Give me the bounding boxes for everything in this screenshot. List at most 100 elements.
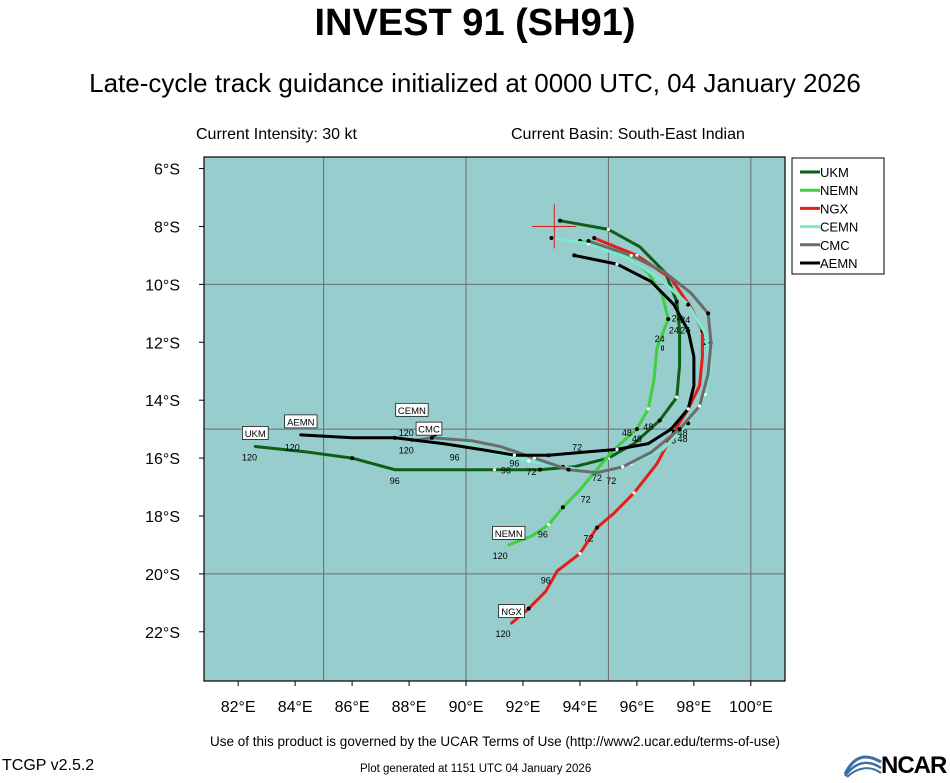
model-end-label-nemn: NEMN: [495, 529, 523, 540]
track-time-marker: [686, 407, 690, 411]
island-outline: [660, 345, 665, 351]
end-label-box: [415, 421, 443, 436]
current-basin: Current Basin: South-East Indian: [511, 126, 745, 143]
forecast-hour-label: 120: [242, 453, 257, 463]
track-point: [558, 218, 563, 223]
forecast-hour-label: 24: [672, 314, 682, 324]
track-time-marker: [532, 456, 536, 460]
lat-tick-label: 16°S: [145, 451, 180, 468]
forecast-hour-label: 96: [509, 458, 519, 468]
track-time-marker: [632, 491, 636, 495]
lon-tick-label: 98°E: [676, 699, 711, 716]
forecast-hour-label: 48: [677, 434, 687, 444]
forecast-hour-label: 120: [496, 629, 511, 639]
lat-tick-label: 10°S: [145, 277, 180, 294]
legend-label-ukm: UKM: [820, 165, 849, 180]
forecast-hour-label: 72: [592, 473, 602, 483]
ncar-logo: NCAR: [843, 750, 947, 779]
lat-tick-label: 22°S: [145, 625, 180, 642]
track-time-marker: [621, 465, 625, 469]
forecast-hour-label: 24: [680, 315, 690, 325]
legend-label-aemn: AEMN: [820, 256, 858, 271]
track-time-marker: [606, 227, 611, 231]
track-point: [526, 606, 531, 611]
current-intensity: Current Intensity: 30 kt: [196, 126, 357, 143]
track-time-marker: [547, 523, 551, 527]
track-point: [572, 253, 577, 258]
chart-title: INVEST 91 (SH91): [314, 2, 636, 44]
forecast-hour-label: 72: [583, 534, 593, 544]
version-label: TCGP v2.5.2: [2, 757, 95, 774]
track-time-marker: [615, 447, 619, 451]
track-point: [674, 299, 679, 304]
forecast-hour-label: 24: [680, 325, 690, 335]
legend-label-nemn: NEMN: [820, 183, 858, 198]
lat-tick-label: 18°S: [145, 509, 180, 526]
track-point: [634, 427, 639, 432]
track-aemn: [299, 253, 696, 457]
lon-tick-label: 96°E: [619, 699, 654, 716]
forecast-hour-label: 72: [581, 495, 591, 505]
track-time-marker: [512, 453, 517, 457]
track-point: [586, 238, 591, 243]
track-point: [350, 456, 355, 461]
forecast-hour-label: 72: [606, 476, 616, 486]
end-label-box: [395, 402, 429, 417]
end-label-box: [284, 414, 318, 429]
lon-tick-label: 88°E: [392, 699, 427, 716]
lat-tick-label: 12°S: [145, 335, 180, 352]
track-time-marker: [615, 262, 619, 266]
legend-label-ngx: NGX: [820, 201, 849, 216]
track-time-marker: [675, 395, 679, 399]
lon-tick-label: 90°E: [449, 699, 484, 716]
model-end-label-ngx: NGX: [501, 607, 522, 618]
model-end-label-cmc: CMC: [418, 425, 440, 436]
track-point: [538, 467, 543, 472]
forecast-hour-label: 24: [669, 325, 679, 335]
forecast-hour-label: 120: [285, 443, 300, 453]
forecast-hour-label: 48: [622, 428, 632, 438]
track-cmc: [410, 239, 713, 475]
legend-label-cmc: CMC: [820, 238, 850, 253]
track-point: [666, 317, 671, 322]
forecast-hour-label: 72: [572, 443, 582, 453]
forecast-hour-label: 96: [501, 466, 511, 476]
track-point: [686, 302, 691, 307]
track-time-marker: [578, 552, 582, 556]
forecast-hour-label: 48: [677, 428, 687, 438]
track-time-marker: [629, 253, 633, 258]
model-end-label-cemn: CEMN: [398, 406, 426, 417]
forecast-hour-label: 120: [399, 428, 414, 438]
track-point: [669, 427, 674, 432]
chart-subtitle: Late-cycle track guidance initialized at…: [89, 68, 861, 98]
lon-tick-label: 82°E: [221, 699, 256, 716]
track-point: [657, 418, 662, 423]
lat-tick-label: 8°S: [154, 219, 180, 236]
lat-tick-label: 14°S: [145, 393, 180, 410]
model-end-label-aemn: AEMN: [287, 417, 315, 428]
forecast-hour-label: 120: [493, 551, 508, 561]
track-time-marker: [697, 404, 702, 408]
track-time-marker: [527, 459, 531, 463]
legend-box: [791, 157, 885, 275]
track-time-marker: [586, 242, 591, 246]
track-time-marker: [646, 407, 650, 411]
lat-tick-label: 6°S: [154, 162, 180, 179]
map-frame: [203, 156, 786, 682]
forecast-hour-label: 96: [390, 476, 400, 486]
lat-tick-label: 20°S: [145, 567, 180, 584]
forecast-hour-label: 48: [632, 434, 642, 444]
track-point: [546, 453, 551, 458]
track-point: [706, 311, 711, 316]
forecast-hour-label: 24: [655, 334, 665, 344]
end-label-box: [242, 426, 269, 440]
track-point: [549, 236, 554, 241]
generated-timestamp: Plot generated at 1151 UTC 04 January 20…: [360, 763, 592, 775]
track-point: [560, 505, 565, 510]
end-label-box: [498, 604, 525, 618]
forecast-hour-label: 96: [541, 576, 551, 586]
forecast-hour-label: 72: [527, 467, 537, 477]
track-point: [677, 427, 682, 432]
end-label-box: [492, 526, 526, 540]
